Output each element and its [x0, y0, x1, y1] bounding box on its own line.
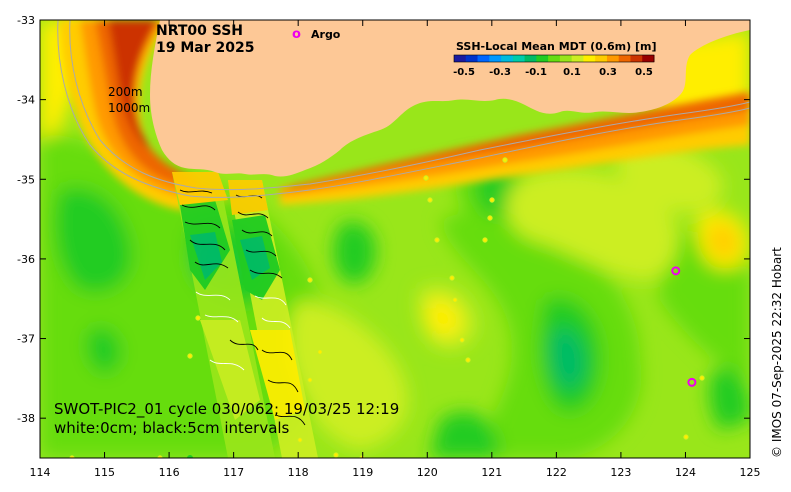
argo-float-marker — [671, 266, 681, 276]
colorbar-swatch — [454, 55, 467, 62]
y-tick-label: -37 — [17, 333, 35, 346]
plot-frame — [39, 19, 751, 459]
x-tick-label: 121 — [481, 466, 502, 479]
colorbar-swatch — [548, 55, 561, 62]
altimetry-dot-green — [187, 455, 193, 458]
argo-legend-label: Argo — [311, 28, 341, 41]
colorbar — [453, 54, 655, 63]
colorbar-tick-label: 0.3 — [599, 67, 617, 78]
colorbar-swatch — [536, 55, 549, 62]
colorbar-tick-label: 0.5 — [635, 67, 653, 78]
colorbar-frame — [453, 54, 655, 63]
colorbar-swatch — [595, 55, 608, 62]
argo-legend-icon: o — [292, 27, 301, 42]
imos-credit: © IMOS 07-Sep-2025 22:32 Hobart — [770, 247, 784, 458]
swot-caption-line1: SWOT-PIC2_01 cycle 030/062; 19/03/25 12:… — [54, 400, 399, 419]
colorbar-swatch — [489, 55, 502, 62]
y-tick-label: -33 — [17, 14, 35, 27]
swot-caption-line2: white:0cm; black:5cm intervals — [54, 419, 290, 437]
colorbar-tick-label: 0.1 — [563, 67, 581, 78]
colorbar-tick-label: -0.3 — [489, 67, 511, 78]
colorbar-swatch — [630, 55, 643, 62]
colorbar-swatch — [465, 55, 479, 62]
y-tick-label: -35 — [17, 173, 35, 186]
colorbar-tick-label: -0.1 — [525, 67, 547, 78]
colorbar-swatch — [642, 55, 655, 62]
contour-label-200m: 200m — [108, 85, 143, 99]
map-plot-area — [40, 20, 750, 458]
x-tick-label: 118 — [288, 466, 309, 479]
x-tick-label: 119 — [352, 466, 373, 479]
x-tick-label: 115 — [94, 466, 115, 479]
x-tick-label: 116 — [159, 466, 180, 479]
x-tick-label: 120 — [417, 466, 438, 479]
x-tick-label: 122 — [546, 466, 567, 479]
x-tick-label: 117 — [223, 466, 244, 479]
x-tick-label: 123 — [610, 466, 631, 479]
argo-floats — [671, 266, 697, 387]
colorbar-tick-label: -0.5 — [453, 67, 475, 78]
swot-contours — [179, 189, 306, 426]
bathymetry-contours — [57, 20, 750, 198]
x-tick-label: 125 — [740, 466, 761, 479]
altimetry-dots — [69, 157, 705, 458]
colorbar-swatch — [501, 55, 514, 62]
colorbar-swatch — [559, 55, 573, 62]
map-title-line1: NRT00 SSH — [156, 23, 243, 39]
x-tick-label: 124 — [675, 466, 696, 479]
colorbar-swatch — [606, 55, 620, 62]
colorbar-swatch — [512, 55, 526, 62]
colorbar-tick-labels: -0.5 -0.3 -0.1 0.1 0.3 0.5 — [453, 67, 653, 78]
colorbar-swatch — [583, 55, 596, 62]
x-tick-label: 114 — [30, 466, 51, 479]
colorbar-swatch — [618, 55, 631, 62]
shelf-gradient — [60, 20, 750, 210]
y-tick-label: -36 — [17, 253, 35, 266]
map-title-line2: 19 Mar 2025 — [156, 40, 254, 56]
y-axis: -33 -34 -35 -36 -37 -38 — [17, 14, 750, 425]
colorbar-swatch — [571, 55, 584, 62]
contour-label-1000m: 1000m — [108, 101, 150, 115]
argo-float-marker — [687, 377, 697, 387]
y-tick-label: -34 — [17, 94, 35, 107]
colorbar-swatch — [477, 55, 490, 62]
x-axis: 114 115 116 117 118 119 120 121 122 123 124 125 — [30, 20, 761, 479]
colorbar-title: SSH-Local Mean MDT (0.6m) [m] — [456, 40, 656, 53]
y-tick-label: -38 — [17, 412, 35, 425]
colorbar-swatch — [524, 55, 537, 62]
